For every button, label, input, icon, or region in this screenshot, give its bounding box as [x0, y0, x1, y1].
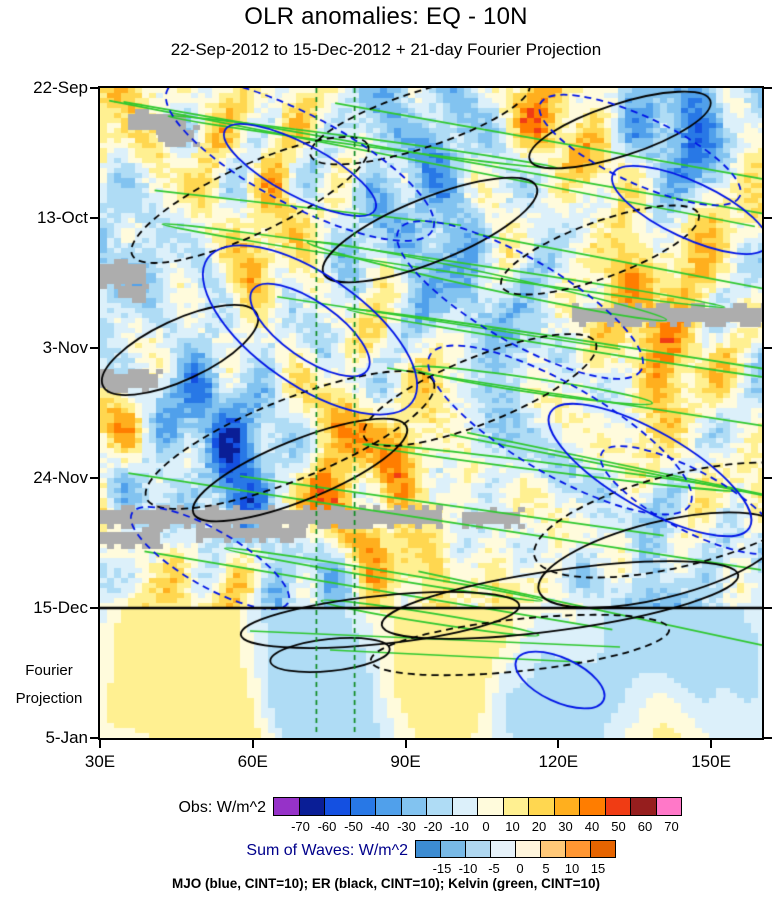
obs-colorbar-tick: 40	[584, 819, 600, 834]
obs-colorbar-cell	[400, 797, 427, 816]
waves-colorbar-tick: 10	[564, 861, 580, 876]
obs-colorbar-tick: 0	[482, 819, 490, 834]
waves-colorbar-cell	[565, 840, 591, 858]
waves-colorbar-tick: 5	[542, 861, 550, 876]
x-tick-mark	[710, 740, 713, 748]
y-tick-mark	[764, 477, 772, 479]
obs-colorbar-cell	[604, 797, 631, 816]
chart-title: OLR anomalies: EQ - 10N	[244, 3, 528, 30]
y-tick-mark	[764, 607, 772, 609]
waves-colorbar-cell	[590, 840, 616, 858]
y-tick-mark	[90, 87, 98, 89]
obs-colorbar-label: Obs: W/m^2	[178, 799, 266, 816]
obs-colorbar	[273, 797, 682, 816]
obs-colorbar-tick: -70	[291, 819, 310, 834]
waves-colorbar-cell	[465, 840, 491, 858]
obs-colorbar-cell	[553, 797, 580, 816]
waves-colorbar-tick: -5	[488, 861, 500, 876]
contour-legend-caption: MJO (blue, CINT=10); ER (black, CINT=10)…	[172, 876, 600, 891]
obs-colorbar-cell	[477, 797, 504, 816]
x-tick-mark	[404, 740, 407, 748]
y-tick-label: 3-Nov	[42, 338, 88, 357]
obs-colorbar-tick: 70	[664, 819, 679, 834]
obs-colorbar-tick: -40	[370, 819, 390, 834]
waves-colorbar-cell	[415, 840, 441, 858]
x-tick-label: 30E	[84, 752, 116, 771]
waves-colorbar-tick: -10	[458, 861, 478, 876]
obs-colorbar-tick: -60	[317, 819, 337, 834]
y-tick-label: 13-Oct	[36, 208, 88, 227]
chart-subtitle: 22-Sep-2012 to 15-Dec-2012 + 21-day Four…	[170, 40, 602, 59]
x-tick-label: 90E	[390, 752, 421, 771]
obs-colorbar-tick: -20	[423, 819, 443, 834]
obs-colorbar-tick: 50	[611, 819, 626, 834]
x-tick-mark	[557, 740, 560, 748]
waves-colorbar-label: Sum of Waves: W/m^2	[246, 842, 408, 859]
y-tick-mark	[764, 347, 772, 349]
waves-colorbar-cell	[440, 840, 466, 858]
waves-colorbar-cell	[515, 840, 541, 858]
waves-colorbar-cell	[540, 840, 566, 858]
y-tick-label: 24-Nov	[33, 468, 88, 487]
y-tick-mark	[764, 87, 772, 89]
obs-colorbar-tick: 10	[505, 819, 520, 834]
x-tick-mark	[99, 740, 101, 748]
obs-colorbar-cell	[451, 797, 478, 816]
obs-colorbar-cell	[375, 797, 402, 816]
y-tick-mark	[90, 607, 98, 609]
obs-colorbar-cell	[528, 797, 555, 816]
obs-colorbar-tick: 30	[558, 819, 573, 834]
obs-colorbar-cell	[655, 797, 682, 816]
waves-colorbar-tick: 0	[516, 861, 524, 876]
obs-colorbar-tick: -30	[397, 819, 416, 834]
waves-colorbar-tick: 15	[590, 861, 606, 876]
y-tick-mark	[90, 737, 98, 739]
obs-colorbar-cell	[426, 797, 453, 816]
obs-colorbar-cell	[579, 797, 606, 816]
x-tick-mark	[251, 740, 254, 748]
x-tick-label: 120E	[538, 752, 579, 771]
x-tick-label: 150E	[691, 752, 731, 771]
waves-colorbar-tick: -15	[432, 861, 452, 876]
y-tick-label: 5-Jan	[45, 728, 88, 747]
obs-colorbar-cell	[298, 797, 325, 816]
obs-colorbar-tick: 60	[637, 819, 653, 834]
y-tick-mark	[90, 347, 98, 349]
y-tick-label: 15-Dec	[33, 598, 88, 617]
projection-label-line: Fourier	[25, 662, 73, 679]
obs-colorbar-tick: -10	[450, 819, 469, 834]
y-tick-mark	[90, 477, 98, 479]
projection-label-line: Projection	[15, 690, 83, 707]
obs-colorbar-tick: -50	[344, 819, 363, 834]
waves-colorbar-cell	[490, 840, 516, 858]
obs-colorbar-cell	[502, 797, 529, 816]
obs-colorbar-cell	[273, 797, 300, 816]
hovmoller-canvas	[100, 88, 762, 738]
obs-colorbar-cell	[630, 797, 657, 816]
x-tick-label: 60E	[237, 752, 268, 771]
obs-colorbar-tick: 20	[531, 819, 547, 834]
y-tick-mark	[764, 737, 772, 739]
plot-area	[98, 86, 764, 740]
obs-colorbar-cell	[324, 797, 351, 816]
y-tick-mark	[764, 217, 772, 219]
y-tick-mark	[90, 217, 98, 219]
y-tick-label: 22-Sep	[33, 78, 88, 97]
obs-colorbar-cell	[349, 797, 376, 816]
waves-colorbar	[415, 840, 616, 858]
